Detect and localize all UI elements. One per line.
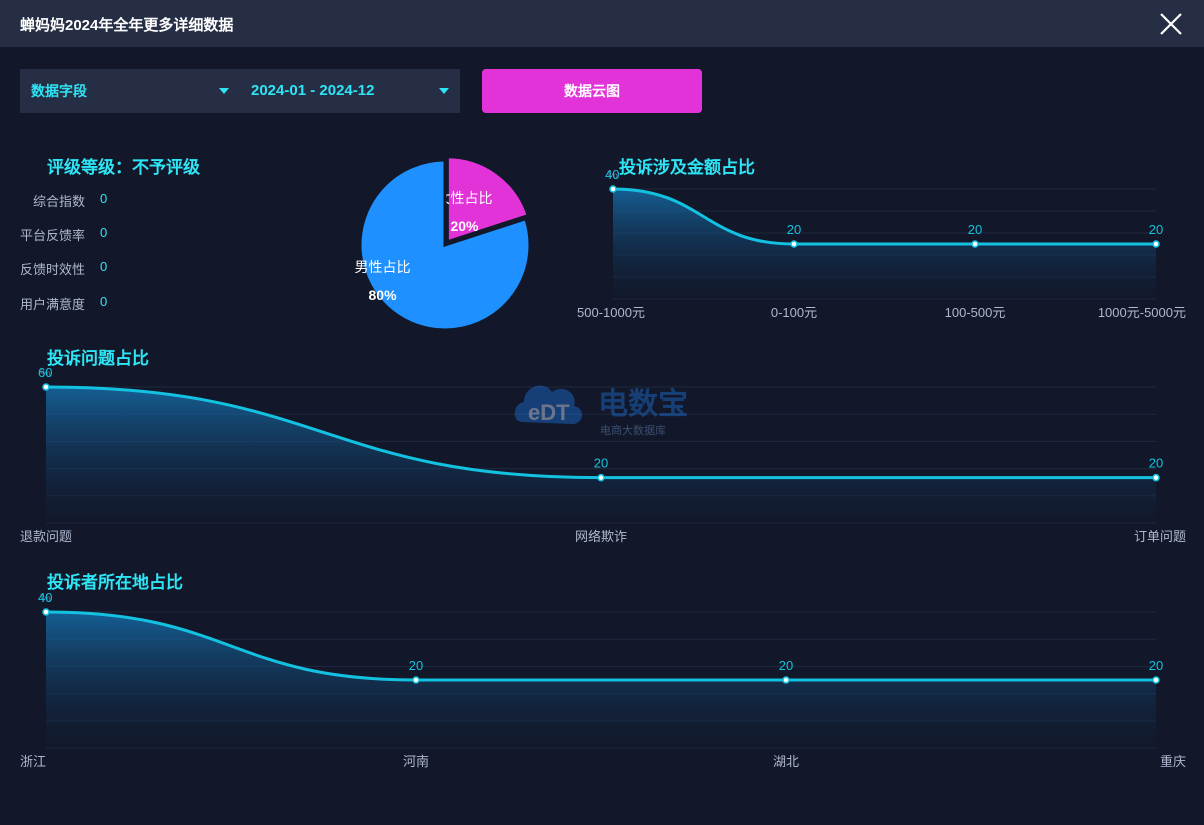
x-tick-label: 100-500元 [945, 305, 1006, 320]
y-axis-label: % [40, 591, 51, 605]
data-cloud-button[interactable]: 数据云图 [482, 69, 702, 113]
chevron-down-icon[interactable] [219, 88, 229, 94]
amount-area-chart: %40 500-1000元 20 0-100元 20 100-500元 20 1000元-50… [577, 167, 1186, 320]
series-line [45, 610, 1156, 682]
data-label: 20 [779, 658, 793, 673]
data-point[interactable] [971, 240, 979, 248]
close-icon[interactable] [1158, 11, 1184, 37]
pie-label-category: 男性占比 [355, 259, 411, 275]
x-tick-label: 0-100元 [771, 305, 817, 320]
data-label: 20 [409, 658, 423, 673]
window-title: 蝉妈妈2024年全年更多详细数据 [20, 17, 234, 34]
x-tick-label: 退款问题 [20, 529, 72, 544]
title-bar: 蝉妈妈2024年全年更多详细数据 [0, 0, 1204, 47]
watermark-logo: eDT 电数宝 电商大数据库 [512, 372, 702, 442]
metric-label: 平台反馈率 [19, 228, 85, 243]
pie-slice-male[interactable] [358, 158, 532, 332]
data-point[interactable] [597, 473, 605, 482]
rating-title: 评级等级：不予评级 [47, 158, 200, 177]
region-chart-title: 投诉者所在地占比 [47, 573, 183, 592]
gender-pie-chart: 女性占比 20% 男性占比 80% [355, 155, 532, 332]
region-area-chart: %40 浙江 20 河南 20 湖北 20 重庆 [20, 590, 1186, 769]
x-tick-label: 浙江 [20, 754, 46, 769]
x-tick-label: 500-1000元 [577, 305, 645, 320]
data-point[interactable] [42, 383, 50, 391]
data-label: 60 [38, 365, 52, 380]
data-label: 20 [1149, 456, 1163, 471]
data-point[interactable] [1152, 676, 1160, 684]
metric-label: 反馈时效性 [19, 262, 85, 277]
data-label: 20 [594, 456, 608, 471]
metric-value: 0 [100, 259, 108, 274]
filter-bar: 数据字段 2024-01 - 2024-12 [20, 69, 460, 113]
metric-label: 综合指数 [32, 194, 85, 209]
y-axis-label: % [607, 168, 618, 182]
data-label: 20 [968, 222, 982, 237]
issue-area-chart: %60 退款问题 20 网络欺诈 20 订单问题 [20, 365, 1186, 544]
data-point[interactable] [42, 608, 50, 616]
metric-value: 0 [100, 225, 108, 240]
series-line [612, 187, 1156, 246]
area-fill [46, 387, 1156, 523]
data-label: 40 [605, 167, 619, 182]
metric-label: 用户满意度 [19, 297, 85, 312]
data-point[interactable] [1152, 473, 1160, 482]
x-tick-label: 1000元-5000元 [1098, 305, 1186, 320]
chevron-down-icon[interactable] [439, 88, 449, 94]
data-point[interactable] [609, 185, 617, 193]
x-tick-label: 湖北 [773, 754, 799, 769]
field-select[interactable]: 数据字段 [31, 83, 87, 99]
x-tick-label: 订单问题 [1134, 529, 1186, 544]
watermark-logo-text: eDT [528, 400, 570, 425]
watermark-subtitle: 电商大数据库 [600, 423, 666, 437]
issue-chart-title: 投诉问题占比 [47, 349, 149, 368]
x-tick-label: 重庆 [1160, 754, 1186, 769]
watermark-brand: 电数宝 [598, 387, 688, 421]
x-tick-label: 网络欺诈 [575, 529, 627, 544]
pie-label-value: 20% [450, 218, 479, 234]
pie-slice-female[interactable] [445, 155, 531, 244]
pie-label-category: 女性占比 [436, 190, 492, 206]
data-point[interactable] [1152, 240, 1160, 248]
data-label: 40 [38, 590, 52, 605]
x-tick-label: 河南 [403, 754, 429, 769]
pie-label-value: 80% [369, 287, 398, 303]
metric-value: 0 [100, 294, 108, 309]
data-label: 20 [1149, 222, 1163, 237]
y-axis-label: % [40, 366, 51, 380]
data-point[interactable] [790, 240, 798, 248]
data-label: 20 [1149, 658, 1163, 673]
data-point[interactable] [782, 676, 790, 684]
date-range-select[interactable]: 2024-01 - 2024-12 [251, 82, 375, 99]
data-point[interactable] [412, 676, 420, 684]
amount-chart-title: 投诉涉及金额占比 [619, 158, 755, 177]
data-label: 20 [787, 222, 801, 237]
metric-value: 0 [100, 191, 108, 206]
